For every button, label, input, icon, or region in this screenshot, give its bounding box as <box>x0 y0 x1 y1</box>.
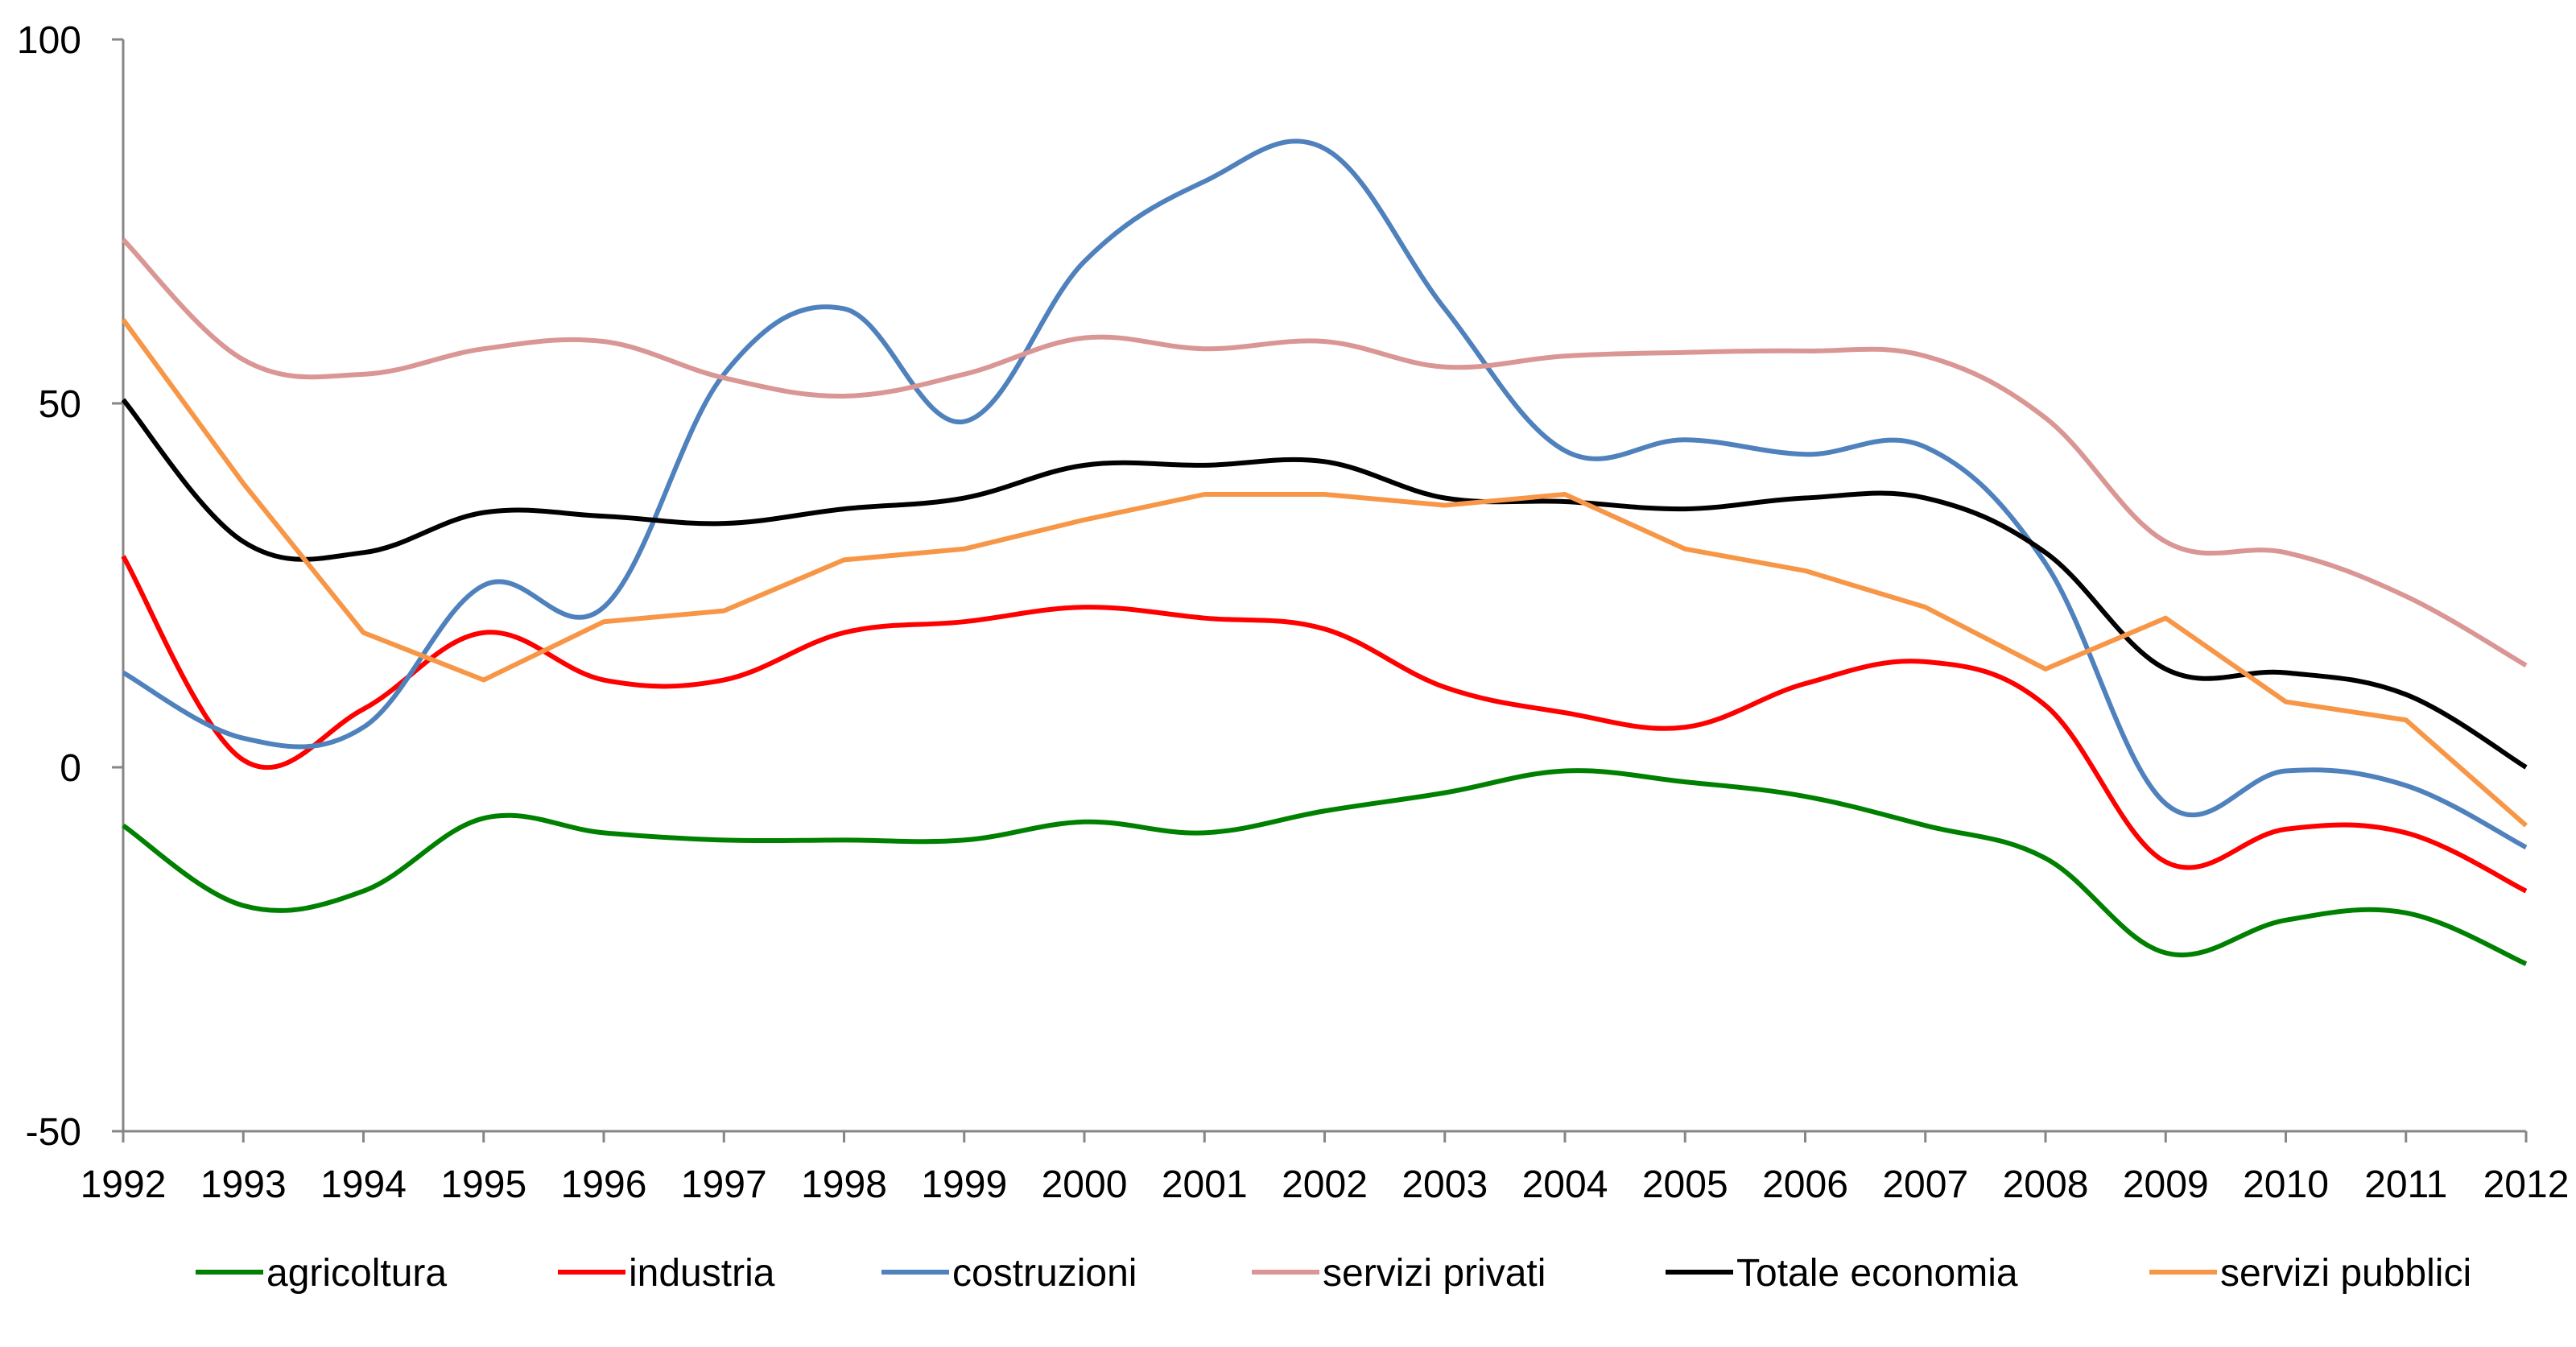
x-tick-label: 1994 <box>320 1163 407 1206</box>
legend-label-industria: industria <box>629 1252 775 1295</box>
x-tick-label: 2005 <box>1642 1163 1728 1206</box>
x-tick-label: 1995 <box>440 1163 526 1206</box>
y-tick-label: -50 <box>26 1111 81 1154</box>
x-tick-label: 2000 <box>1042 1163 1128 1206</box>
series-line-servizi-pubblici <box>121 318 2528 828</box>
legend-label-agricoltura: agricoltura <box>266 1252 447 1295</box>
legend: agricoltura industria costruzioni servizi p… <box>196 1252 2471 1295</box>
legend-label-costruzioni: costruzioni <box>952 1252 1137 1295</box>
y-tick-label: 0 <box>60 747 81 790</box>
x-tick-label: 2006 <box>1762 1163 1848 1206</box>
x-tick-label: 2007 <box>1882 1163 1968 1206</box>
axes: 100 50 0 -50 1992 1993 1994 1995 1996 1997 1998 199… <box>17 19 2569 1206</box>
x-tick-label: 1998 <box>801 1163 887 1206</box>
x-tick-label: 2003 <box>1402 1163 1488 1206</box>
x-tick-label: 2012 <box>2483 1163 2570 1206</box>
x-tick-label: 2002 <box>1282 1163 1368 1206</box>
x-tick-label: 2004 <box>1522 1163 1608 1206</box>
x-tick-label: 2010 <box>2243 1163 2329 1206</box>
x-tick-label: 1999 <box>921 1163 1007 1206</box>
series-line-costruzioni <box>122 138 2528 850</box>
y-tick-label: 100 <box>17 19 81 62</box>
legend-label-servizi-privati: servizi privati <box>1323 1252 1546 1295</box>
x-tick-label: 2008 <box>2003 1163 2089 1206</box>
series-line-totale-economia <box>121 398 2528 770</box>
series-line-industria <box>121 555 2528 894</box>
x-tick-label: 2011 <box>2364 1163 2447 1206</box>
x-tick-label: 1992 <box>80 1163 167 1206</box>
x-tick-label: 1996 <box>561 1163 647 1206</box>
x-tick-label: 2009 <box>2123 1163 2209 1206</box>
series-layer <box>121 138 2528 966</box>
series-line-servizi-privati <box>121 238 2528 668</box>
x-tick-label: 2001 <box>1162 1163 1248 1206</box>
x-tick-label: 1997 <box>681 1163 767 1206</box>
y-tick-label: 50 <box>39 383 81 426</box>
legend-label-totale-economia: Totale economia <box>1736 1252 2018 1295</box>
legend-label-servizi-pubblici: servizi pubblici <box>2220 1252 2471 1295</box>
x-tick-label: 1993 <box>200 1163 287 1206</box>
series-line-agricoltura <box>122 768 2528 966</box>
